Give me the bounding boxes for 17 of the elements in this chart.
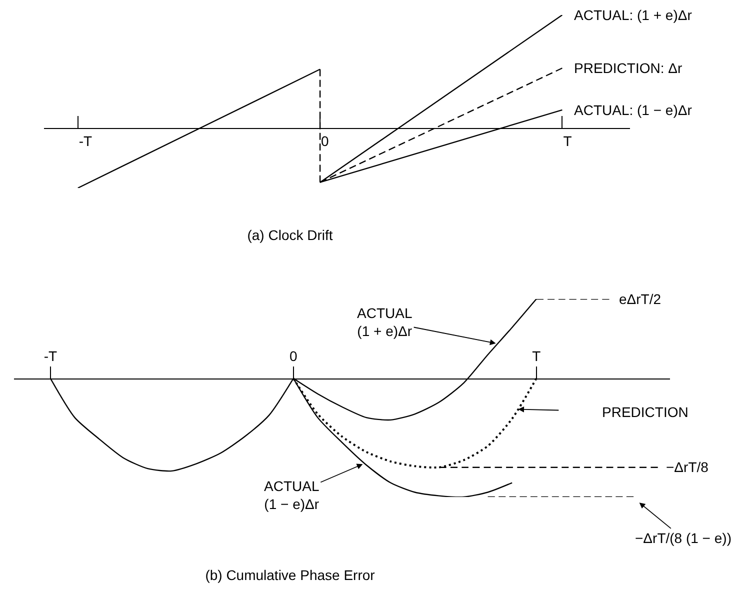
annotation: ACTUAL (1 − e)Δr — [264, 478, 320, 512]
annotation: eΔrT/2 — [619, 291, 662, 307]
text: (a) Clock Drift — [247, 226, 333, 243]
text: −ΔrT/(8 (1 − e)) — [635, 530, 732, 546]
x-tick-label: T — [532, 348, 542, 364]
x-tick-label: T — [563, 132, 572, 149]
x-tick-label: -T — [44, 348, 58, 364]
series-label: ACTUAL: (1 − e)Δr — [574, 102, 692, 118]
series-label: ACTUAL: (1 + e)Δr — [574, 7, 692, 23]
x-tick-label: 0 — [290, 348, 298, 364]
annotation: ACTUAL (1 + e)Δr — [357, 305, 412, 340]
x-tick-label: 0 — [321, 132, 330, 149]
x-tick-label: -T — [78, 132, 93, 149]
annotation: PREDICTION — [602, 404, 688, 420]
series-label: PREDICTION: Δr — [574, 60, 682, 76]
text: (b) Cumulative Phase Error — [205, 566, 376, 583]
annotation: −ΔrT/8 — [666, 459, 709, 475]
